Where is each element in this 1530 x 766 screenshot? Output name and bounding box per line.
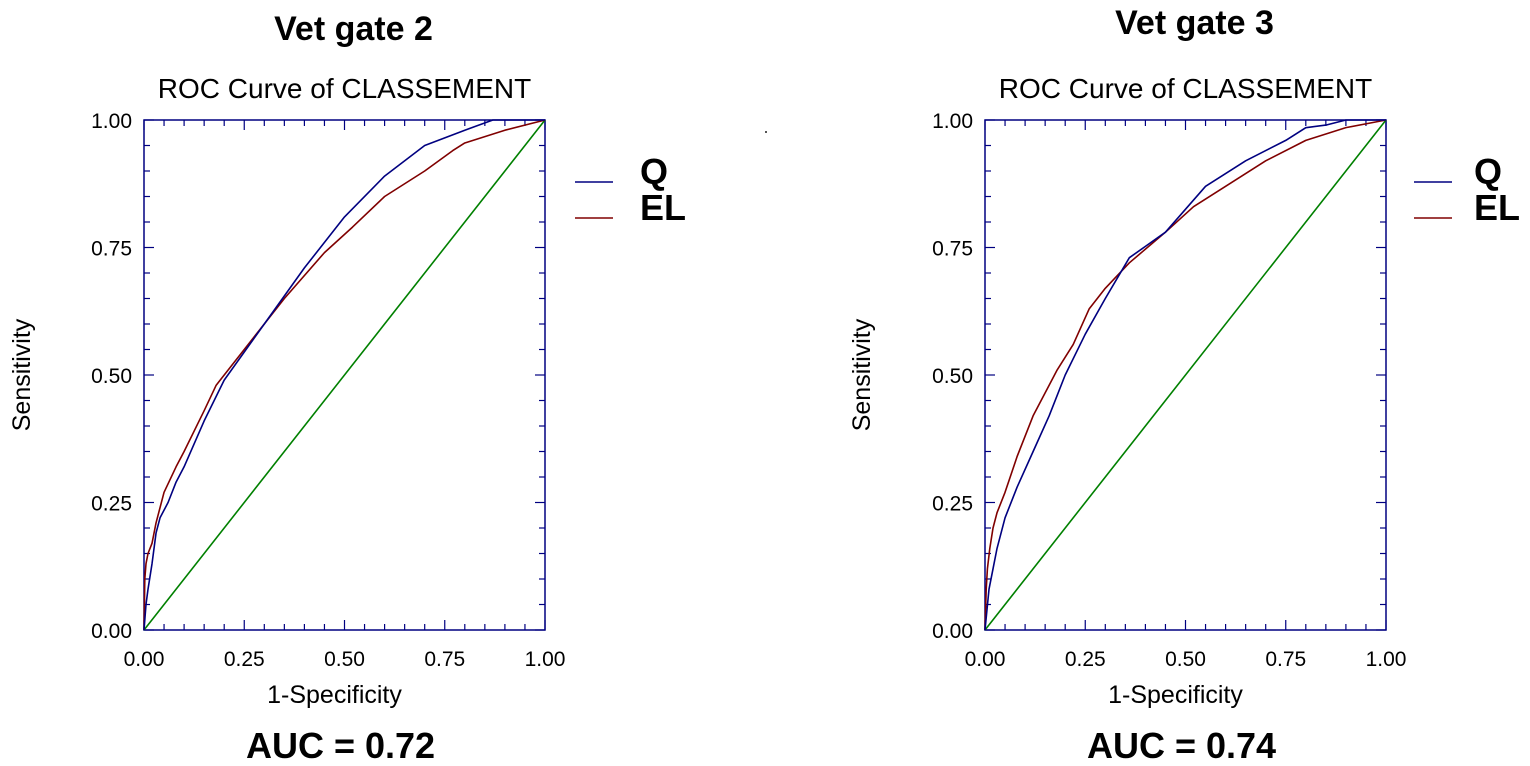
chart-title: ROC Curve of CLASSEMENT bbox=[999, 73, 1372, 104]
reference-diagonal-line bbox=[143, 119, 546, 631]
reference-diagonal-line bbox=[984, 119, 1387, 631]
tick-marks bbox=[984, 119, 1387, 631]
series-line-el bbox=[143, 119, 546, 631]
panel-heading: Vet gate 2 bbox=[274, 10, 433, 48]
legend-label-q: Q bbox=[1474, 151, 1502, 192]
stray-dot bbox=[765, 131, 767, 133]
x-tick-label: 1.00 bbox=[525, 648, 566, 671]
legend-label-q: Q bbox=[640, 151, 668, 192]
x-tick-label: 1.00 bbox=[1366, 648, 1407, 671]
y-tick-label: 0.25 bbox=[91, 493, 132, 516]
legend-label-el: EL bbox=[640, 187, 686, 228]
legend-label-el: EL bbox=[1474, 187, 1520, 228]
tick-marks bbox=[143, 119, 546, 631]
x-axis-label: 1-Specificity bbox=[267, 681, 402, 709]
y-tick-label: 0.25 bbox=[932, 493, 973, 516]
y-tick-label: 1.00 bbox=[91, 110, 132, 133]
y-tick-label: 0.75 bbox=[932, 238, 973, 261]
y-tick-label: 0.50 bbox=[932, 365, 973, 388]
panel-heading: Vet gate 3 bbox=[1115, 4, 1274, 42]
x-tick-label: 0.25 bbox=[224, 648, 265, 671]
chart-title: ROC Curve of CLASSEMENT bbox=[158, 73, 531, 104]
auc-value: AUC = 0.74 bbox=[1087, 725, 1276, 766]
x-tick-label: 0.50 bbox=[324, 648, 365, 671]
auc-value: AUC = 0.72 bbox=[246, 725, 435, 766]
y-tick-label: 0.50 bbox=[91, 365, 132, 388]
y-tick-label: 1.00 bbox=[932, 110, 973, 133]
y-tick-label: 0.75 bbox=[91, 238, 132, 261]
x-tick-label: 0.00 bbox=[965, 648, 1006, 671]
series-line-q bbox=[984, 119, 1386, 631]
y-tick-label: 0.00 bbox=[91, 620, 132, 643]
x-tick-label: 0.75 bbox=[424, 648, 465, 671]
x-tick-label: 0.00 bbox=[124, 648, 165, 671]
x-tick-label: 0.75 bbox=[1265, 648, 1306, 671]
x-axis-label: 1-Specificity bbox=[1108, 681, 1243, 709]
y-axis-label: Sensitivity bbox=[8, 318, 36, 431]
y-tick-label: 0.00 bbox=[932, 620, 973, 643]
x-tick-label: 0.50 bbox=[1165, 648, 1206, 671]
roc-panel-vet-gate-2: Vet gate 2 ROC Curve of CLASSEMENT 0.00 0.2… bbox=[8, 10, 686, 766]
series-line-q bbox=[143, 119, 545, 631]
series-line-el bbox=[984, 119, 1387, 631]
x-tick-label: 0.25 bbox=[1065, 648, 1106, 671]
roc-panel-vet-gate-3: Vet gate 3 ROC Curve of CLASSEMENT 0.00 0.2… bbox=[848, 4, 1520, 766]
y-axis-label: Sensitivity bbox=[848, 318, 876, 431]
